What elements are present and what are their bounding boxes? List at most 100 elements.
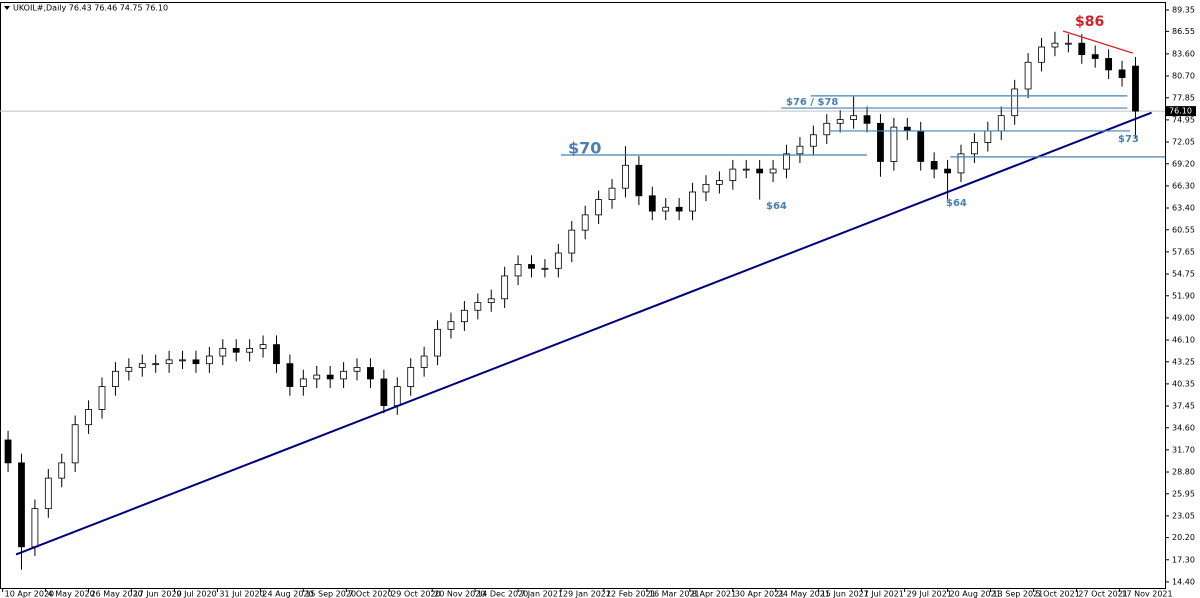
candle-body [984,130,992,143]
candle-body [152,363,160,366]
y-tick-label: 25.95 [1172,489,1195,498]
candle-body [850,115,858,120]
x-tick-label: 10 Apr 2020 [5,590,54,598]
y-tick-label: 66.30 [1172,181,1195,190]
candle-body [971,141,978,155]
candle-body [286,363,294,387]
candle-body [31,508,39,548]
candle-body [554,252,562,269]
candle-body [165,359,173,365]
candle-body [353,367,361,372]
candle-body [313,374,321,380]
candle-body [299,378,307,387]
y-tick-label: 54.75 [1172,270,1195,279]
x-tick-label: 24 May 2021 [778,590,830,598]
candle-body [340,370,347,380]
candle-body [997,115,1005,132]
candle-body [1132,65,1139,112]
y-tick-label: 31.70 [1172,445,1195,454]
candle-body [192,359,200,365]
candle-body [608,187,616,201]
y-tick-label: 28.80 [1172,468,1195,477]
candle-body [769,168,777,174]
x-tick-label: 27 Oct 2021 [1078,590,1127,598]
x-tick-label: 20 Aug 2021 [950,590,1001,598]
candle-body [58,462,66,479]
candle-body [179,359,186,362]
y-tick-label: 89.35 [1172,6,1195,15]
x-tick-label: 13 Sep 2021 [993,590,1044,598]
plot-frame [0,2,1166,589]
candle-body [635,164,643,197]
candle-body [487,298,495,304]
x-tick-label: 14 Dec 2020 [477,590,528,598]
chart-title: UKOIL#,Daily 76.43 76.46 74.75 76.10 [13,4,168,13]
candle-body [917,130,925,162]
candle-body [326,374,334,380]
candle-body [501,275,509,300]
x-tick-label: 26 May 2020 [91,590,143,598]
x-tick-label: 29 Oct 2020 [391,590,440,598]
x-tick-label: 7 Oct 2020 [348,590,392,598]
candle-body [944,168,951,174]
y-tick-label: 23.05 [1172,511,1195,520]
candle-body [1105,58,1113,71]
candle-body [219,348,227,357]
candle-body [205,355,213,365]
candle-body [71,424,79,464]
annotation: $73 [1118,134,1139,145]
candle-body [648,195,656,212]
x-tick-label: 29 Jan 2021 [563,590,611,598]
candle-body [407,367,415,387]
annotation: $70 [568,139,601,158]
candle-body [434,328,441,357]
candle-body [675,206,683,212]
y-tick-label: 43.25 [1172,357,1195,366]
y-tick-label: 77.85 [1172,93,1195,102]
candle-body [957,153,965,174]
y-tick-label: 60.55 [1172,225,1195,234]
candle-body [702,183,710,193]
candle-body [809,134,817,147]
y-tick-label: 20.20 [1172,533,1195,542]
y-tick-label: 80.70 [1172,72,1195,81]
last-price-label: 76.10 [1169,107,1192,116]
annotation: $64 [766,201,787,212]
candle-body [393,386,401,407]
y-tick-label: 57.65 [1172,247,1195,256]
x-tick-label: 7 Jan 2021 [520,590,563,598]
candle-body [98,386,106,410]
candle-body [246,348,254,353]
y-tick-label: 74.95 [1172,115,1195,124]
candle-body [930,161,938,170]
candle-body [716,180,723,185]
candle-body [568,229,576,254]
y-tick-label: 83.60 [1172,49,1195,58]
y-tick-label: 17.30 [1172,555,1195,564]
candle-body [1011,88,1019,117]
annotation: $64 [946,198,967,209]
candle-body [259,344,267,349]
candle-body [85,409,92,426]
candle-body [18,462,25,548]
candle-body [367,367,374,380]
x-tick-label: 17 Nov 2021 [1121,590,1172,598]
candle-body [4,439,12,464]
x-tick-label: 29 Jul 2021 [907,590,952,598]
candle-body [689,191,696,212]
x-tick-label: 22 Feb 2021 [606,590,656,598]
candle-body [1091,54,1099,59]
candle-body [1038,46,1045,63]
x-tick-label: 16 Mar 2021 [649,590,700,598]
y-tick-label: 34.60 [1172,423,1195,432]
x-tick-label: 4 May 2020 [48,590,95,598]
candle-body [756,168,764,174]
candle-body [460,309,468,323]
candle-body [796,145,804,155]
candle-body [823,122,831,136]
x-tick-label: 17 Jun 2020 [134,590,182,598]
candle-body [232,348,240,353]
x-tick-label: 9 Jul 2020 [176,590,216,598]
candle-body [447,321,455,330]
